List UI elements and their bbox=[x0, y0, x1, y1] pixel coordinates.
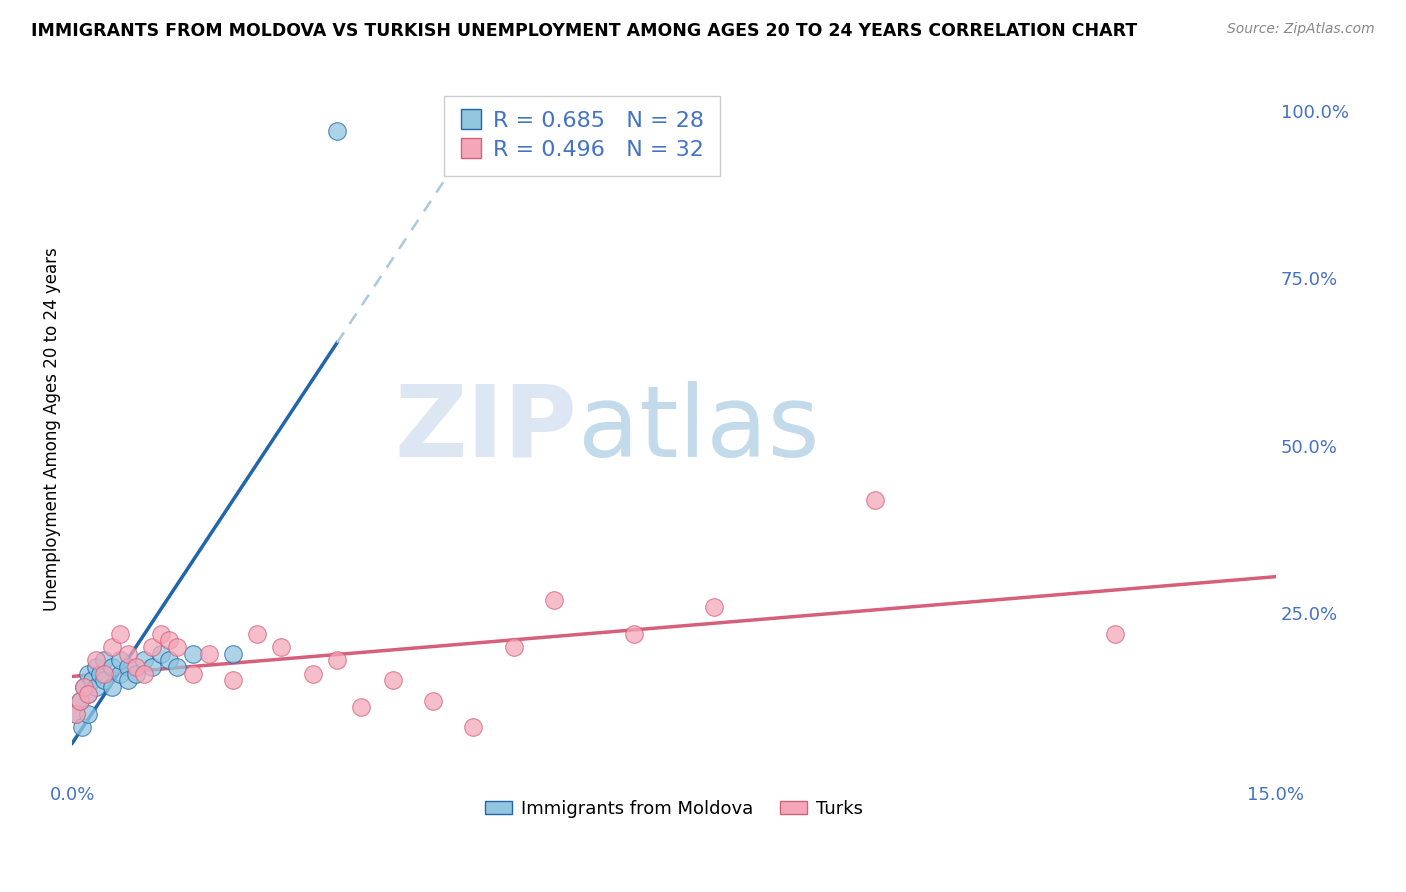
Point bbox=[93, 666, 115, 681]
Text: IMMIGRANTS FROM MOLDOVA VS TURKISH UNEMPLOYMENT AMONG AGES 20 TO 24 YEARS CORREL: IMMIGRANTS FROM MOLDOVA VS TURKISH UNEMP… bbox=[31, 22, 1137, 40]
Point bbox=[326, 653, 349, 667]
Point bbox=[197, 647, 219, 661]
Point bbox=[101, 680, 124, 694]
Point bbox=[181, 666, 204, 681]
Point bbox=[166, 640, 188, 654]
Point bbox=[110, 626, 132, 640]
Point bbox=[101, 640, 124, 654]
Point bbox=[149, 626, 172, 640]
Point bbox=[134, 653, 156, 667]
Point bbox=[463, 720, 485, 734]
Point bbox=[110, 653, 132, 667]
Point bbox=[84, 660, 107, 674]
Legend: Immigrants from Moldova, Turks: Immigrants from Moldova, Turks bbox=[478, 792, 870, 825]
Point bbox=[181, 647, 204, 661]
Text: Source: ZipAtlas.com: Source: ZipAtlas.com bbox=[1227, 22, 1375, 37]
Point bbox=[157, 653, 180, 667]
Point bbox=[246, 626, 269, 640]
Text: atlas: atlas bbox=[578, 381, 820, 478]
Point bbox=[77, 687, 100, 701]
Point bbox=[134, 666, 156, 681]
Point bbox=[422, 693, 444, 707]
Point bbox=[65, 706, 87, 721]
Point bbox=[125, 660, 148, 674]
Point bbox=[69, 693, 91, 707]
Point bbox=[73, 680, 96, 694]
Point bbox=[863, 492, 886, 507]
Point bbox=[77, 666, 100, 681]
Point bbox=[73, 680, 96, 694]
Point bbox=[623, 626, 645, 640]
Point bbox=[149, 647, 172, 661]
Point bbox=[222, 647, 245, 661]
Point bbox=[302, 666, 325, 681]
Point bbox=[141, 640, 163, 654]
Y-axis label: Unemployment Among Ages 20 to 24 years: Unemployment Among Ages 20 to 24 years bbox=[44, 247, 60, 611]
Point bbox=[69, 693, 91, 707]
Point bbox=[89, 666, 111, 681]
Point bbox=[117, 673, 139, 688]
Point bbox=[101, 660, 124, 674]
Point bbox=[166, 660, 188, 674]
Point bbox=[84, 680, 107, 694]
Point bbox=[1104, 626, 1126, 640]
Point bbox=[93, 673, 115, 688]
Point bbox=[117, 647, 139, 661]
Point bbox=[270, 640, 292, 654]
Point bbox=[77, 687, 100, 701]
Text: ZIP: ZIP bbox=[395, 381, 578, 478]
Point bbox=[222, 673, 245, 688]
Point bbox=[326, 124, 349, 138]
Point bbox=[350, 700, 373, 714]
Point bbox=[65, 706, 87, 721]
Point bbox=[117, 660, 139, 674]
Point bbox=[77, 706, 100, 721]
Point bbox=[157, 633, 180, 648]
Point bbox=[382, 673, 405, 688]
Point bbox=[543, 593, 565, 607]
Point bbox=[141, 660, 163, 674]
Point bbox=[125, 666, 148, 681]
Point bbox=[502, 640, 524, 654]
Point bbox=[82, 673, 104, 688]
Point bbox=[70, 720, 93, 734]
Point bbox=[93, 653, 115, 667]
Point bbox=[84, 653, 107, 667]
Point bbox=[703, 599, 725, 614]
Point bbox=[110, 666, 132, 681]
